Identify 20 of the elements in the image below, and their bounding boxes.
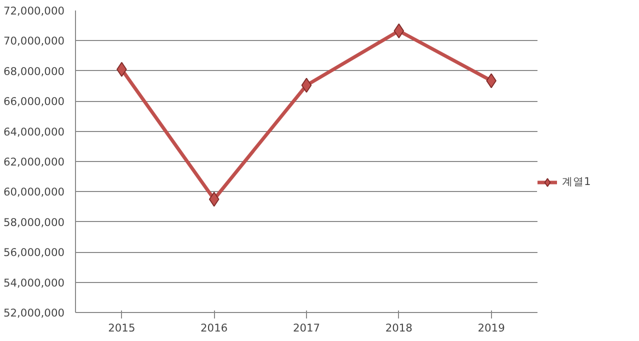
point xyxy=(301,78,312,93)
x-tick-label: 2015 xyxy=(108,322,136,334)
point xyxy=(208,192,220,207)
x-tick-label: 2019 xyxy=(478,322,506,334)
y-tick-label: 68,000,000 xyxy=(3,64,65,78)
y-tick-label: 64,000,000 xyxy=(3,125,65,138)
y-tick-label: 58,000,000 xyxy=(3,216,65,229)
y-tick-label: 72,000,000 xyxy=(3,4,65,18)
legend-label: 계열1 xyxy=(562,175,591,189)
y-tick-label: 54,000,000 xyxy=(3,276,65,290)
y-tick-label: 52,000,000 xyxy=(3,306,65,320)
y-tick-label: 62,000,000 xyxy=(3,156,65,168)
x-tick-label: 2018 xyxy=(385,322,413,334)
y-tick-label: 66,000,000 xyxy=(3,95,65,108)
x-tick-label: 2016 xyxy=(200,322,228,334)
y-tick-label: 70,000,000 xyxy=(3,34,65,48)
y-tick-label: 56,000,000 xyxy=(3,246,65,260)
y-tick-label: 60,000,000 xyxy=(3,186,65,199)
x-tick-label: 2017 xyxy=(292,322,320,334)
point xyxy=(394,23,404,38)
